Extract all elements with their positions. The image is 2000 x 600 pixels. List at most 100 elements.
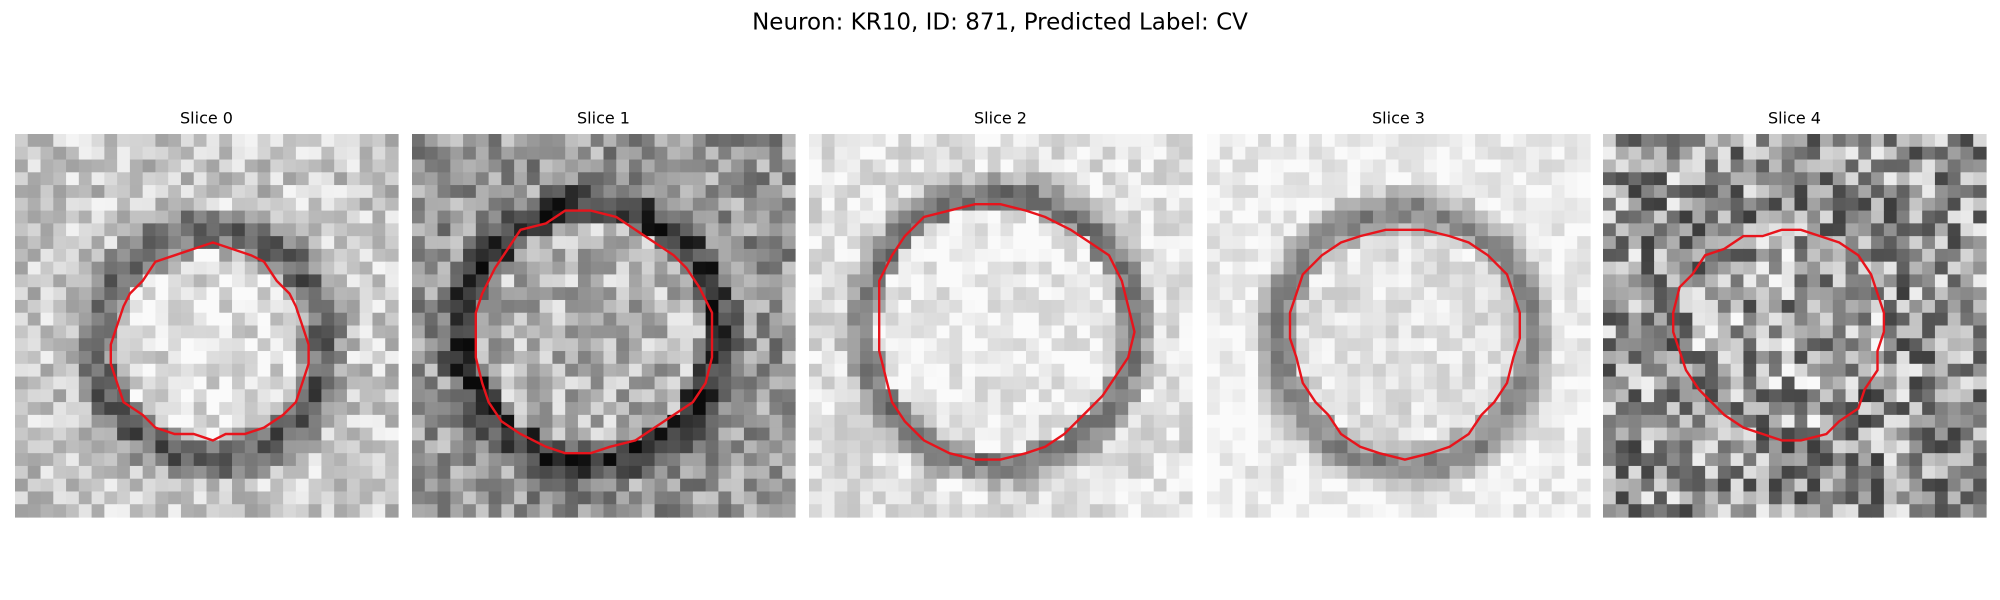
pixel	[1166, 504, 1180, 518]
pixel	[463, 376, 477, 390]
pixel	[1245, 414, 1259, 429]
pixel	[629, 402, 643, 416]
pixel	[1883, 363, 1898, 378]
pixel	[1475, 312, 1489, 327]
pixel	[1321, 172, 1336, 186]
pixel	[15, 402, 29, 416]
pixel	[1219, 223, 1234, 237]
pixel	[1038, 248, 1053, 263]
pixel	[1411, 351, 1425, 365]
pixel	[142, 440, 157, 454]
pixel	[1858, 172, 1872, 186]
pixel	[1424, 325, 1438, 339]
pixel	[1756, 172, 1770, 186]
pixel	[1513, 491, 1527, 505]
pixel	[1896, 210, 1910, 224]
pixel	[962, 478, 976, 493]
pixel	[1385, 146, 1400, 161]
pixel	[809, 210, 823, 224]
pixel	[1296, 491, 1310, 505]
pixel	[705, 491, 719, 505]
pixel	[15, 338, 29, 352]
pixel	[129, 491, 144, 505]
pixel	[539, 185, 554, 199]
pixel	[1219, 427, 1234, 441]
pixel	[1436, 312, 1451, 327]
pixel	[1679, 210, 1693, 224]
pixel	[1232, 376, 1246, 390]
pixel	[705, 172, 719, 186]
pixel	[1679, 223, 1693, 237]
pixel	[437, 491, 451, 505]
pixel	[450, 478, 464, 493]
pixel	[987, 402, 1002, 416]
pixel	[1577, 402, 1591, 416]
pixel	[295, 274, 310, 288]
pixel	[1526, 185, 1540, 199]
pixel	[692, 210, 707, 224]
pixel	[1922, 146, 1936, 161]
pixel	[53, 197, 67, 212]
pixel	[1679, 478, 1693, 493]
pixel	[1372, 248, 1387, 263]
pixel	[385, 274, 399, 288]
pixel	[809, 172, 823, 186]
pixel	[743, 312, 758, 327]
pixel	[1832, 159, 1847, 173]
pixel	[1947, 402, 1962, 416]
pixel	[488, 338, 502, 352]
pixel	[1064, 134, 1078, 148]
pixel	[53, 338, 67, 352]
pixel	[1820, 210, 1834, 224]
pixel	[53, 210, 67, 224]
pixel	[756, 236, 771, 250]
pixel	[321, 274, 335, 288]
pixel	[821, 172, 836, 186]
pixel	[1705, 210, 1719, 224]
pixel	[1564, 478, 1578, 493]
pixel	[1679, 402, 1693, 416]
pixel	[756, 453, 771, 467]
pixel	[987, 312, 1002, 327]
pixel	[359, 478, 374, 493]
pixel	[1102, 236, 1116, 250]
pixel	[437, 210, 451, 224]
pixel	[1411, 325, 1425, 339]
pixel	[923, 414, 938, 429]
pixel	[1207, 363, 1221, 378]
pixel	[488, 197, 502, 212]
pixel	[78, 351, 93, 365]
pixel	[295, 261, 310, 276]
pixel	[782, 504, 796, 518]
pixel	[526, 478, 541, 493]
pixel	[552, 312, 566, 327]
pixel	[1896, 363, 1910, 378]
pixel	[756, 172, 771, 186]
pixel	[834, 223, 848, 237]
pixel	[66, 440, 80, 454]
pixel	[1179, 491, 1193, 505]
slice-panel: Slice 0	[15, 109, 399, 518]
pixel	[1115, 389, 1129, 403]
pixel	[526, 402, 541, 416]
pixel	[501, 134, 515, 148]
pixel	[1258, 210, 1272, 224]
pixel	[936, 440, 951, 454]
pixel	[1487, 491, 1502, 505]
pixel	[1641, 146, 1655, 161]
pixel	[1321, 210, 1336, 224]
pixel	[1717, 274, 1732, 288]
pixel	[1896, 389, 1910, 403]
pixel	[1705, 427, 1719, 441]
pixel	[257, 159, 271, 173]
pixel	[232, 185, 246, 199]
pixel	[308, 223, 322, 237]
pixel	[501, 376, 515, 390]
pixel	[1973, 299, 1987, 314]
pixel	[193, 223, 208, 237]
pixel	[1128, 402, 1142, 416]
pixel	[1283, 427, 1297, 441]
pixel	[78, 440, 93, 454]
pixel	[629, 491, 643, 505]
pixel	[1360, 274, 1374, 288]
